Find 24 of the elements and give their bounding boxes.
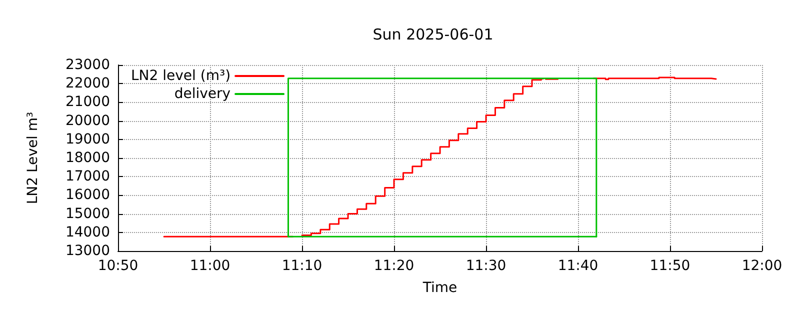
y-tick-label: 14000 xyxy=(65,224,110,240)
y-tick-label: 22000 xyxy=(65,76,110,92)
legend-label: LN2 level (m³) xyxy=(131,68,231,84)
y-tick-label: 23000 xyxy=(65,57,110,73)
x-tick-label: 11:00 xyxy=(190,258,230,274)
chart-title: Sun 2025-06-01 xyxy=(372,26,494,44)
x-tick-label: 12:00 xyxy=(742,258,782,274)
y-tick-label: 13000 xyxy=(65,243,110,259)
x-tick-label: 10:50 xyxy=(98,258,138,274)
x-tick-label: 11:30 xyxy=(466,258,506,274)
y-axis-title: LN2 Level m³ xyxy=(25,112,41,204)
x-tick-label: 11:40 xyxy=(558,258,598,274)
x-tick-label: 11:10 xyxy=(282,258,322,274)
y-tick-label: 18000 xyxy=(65,150,110,166)
y-tick-label: 19000 xyxy=(65,131,110,148)
x-tick-label: 11:20 xyxy=(374,258,414,274)
y-tick-label: 15000 xyxy=(65,206,110,222)
y-tick-label: 20000 xyxy=(65,112,110,129)
y-tick-label: 17000 xyxy=(65,168,110,185)
y-tick-label: 16000 xyxy=(65,187,110,204)
x-tick-label: 11:50 xyxy=(650,258,690,274)
x-axis-title: Time xyxy=(422,280,458,296)
y-tick-label: 21000 xyxy=(65,94,110,110)
legend-label: delivery xyxy=(174,86,231,102)
